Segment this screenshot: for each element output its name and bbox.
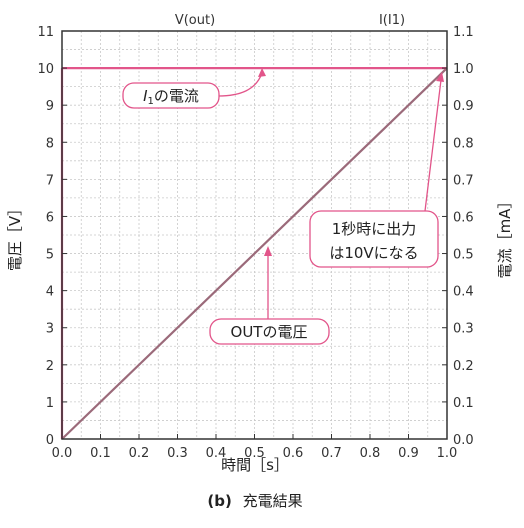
y-right-tick-label: 0.4: [453, 285, 474, 300]
x-tick-label: 0.7: [321, 446, 342, 461]
annotation-current: I1の電流: [122, 68, 266, 109]
y-left-tick-label: 1: [46, 396, 54, 411]
y-left-tick-label: 4: [46, 285, 54, 300]
voltage-series-line: [61, 67, 448, 440]
y-right-tick-label: 0.8: [453, 136, 474, 151]
annotation-output-box: [209, 318, 330, 345]
y-left-tick-label: 5: [46, 248, 54, 263]
top-label-left: V(out): [175, 13, 215, 28]
x-tick-label: 0.4: [206, 446, 227, 461]
y-axis-label-left: 電圧［V］: [6, 201, 24, 271]
y-left-tick-label: 8: [46, 136, 54, 151]
x-tick-label: 0.8: [360, 446, 381, 461]
y-right-tick-label: 0.2: [453, 359, 474, 374]
y-right-tick-label: 0.0: [453, 433, 474, 448]
y-right-tick-label: 0.3: [453, 322, 474, 337]
y-left-tick-label: 9: [46, 99, 54, 114]
annotation-note-box: [309, 210, 439, 268]
annotation-note-arrowhead: [436, 72, 444, 82]
y-left-tick-label: 7: [46, 173, 54, 188]
annotation-current-box: [122, 82, 220, 109]
annotation-current-arrow: [217, 72, 263, 97]
x-tick-label: 1.0: [437, 446, 458, 461]
x-tick-label: 0.9: [398, 446, 419, 461]
y-left-tick-label: 11: [37, 25, 54, 40]
y-left-tick-label: 3: [46, 322, 54, 337]
x-tick-label: 0.1: [90, 446, 111, 461]
y-right-tick-label: 0.5: [453, 248, 474, 263]
caption-text: 充電結果: [243, 492, 303, 510]
annotation-note-line-2: は10Vになる: [329, 244, 418, 262]
annotation-current-subscript: 1: [148, 96, 154, 107]
y-right-tick-label: 0.6: [453, 210, 474, 225]
y-right-tick-label: 0.7: [453, 173, 474, 188]
x-tick-label: 0.2: [129, 446, 150, 461]
x-tick-label: 0.6: [283, 446, 304, 461]
annotation-output-label: OUTの電圧: [231, 323, 308, 341]
annotation-note-line-1: 1秒時に出力: [332, 220, 417, 238]
annotation-current-arrowhead: [258, 68, 266, 77]
top-label-right: I(I1): [379, 13, 405, 28]
x-tick-label: 0.0: [52, 446, 73, 461]
x-axis-label: 時間［s］: [221, 456, 289, 474]
annotation-output-voltage: OUTの電圧: [209, 246, 330, 345]
annotation-note: 1秒時に出力 は10Vになる: [309, 72, 444, 268]
y-left-tick-label: 0: [46, 433, 54, 448]
y-right-tick-label: 1.0: [453, 62, 474, 77]
annotation-current-label: I1の電流: [143, 87, 199, 107]
y-right-tick-label: 0.9: [453, 99, 474, 114]
annotation-current-symbol: I: [143, 87, 148, 105]
y-right-tick-label: 0.1: [453, 396, 474, 411]
y-right-tick-label: 1.1: [453, 25, 474, 40]
x-tick-label: 0.5: [244, 446, 265, 461]
annotation-note-arrow: [424, 79, 442, 212]
caption-prefix: (b): [207, 492, 231, 510]
annotation-output-arrowhead: [264, 246, 272, 256]
x-tick-label: 0.3: [167, 446, 188, 461]
ticks: 0.0 0.1 0.2 0.3 0.4 0.5 0.6 0.7 0.8 0.9 1.0 0 1 2 3 4 5 6…: [37, 25, 473, 461]
y-axis-label-right: 電流［mA］: [496, 194, 514, 279]
y-left-tick-label: 6: [46, 210, 54, 225]
annotation-current-text: の電流: [154, 87, 199, 105]
y-left-tick-label: 10: [37, 62, 54, 77]
y-left-tick-label: 2: [46, 359, 54, 374]
caption: (b) 充電結果: [207, 492, 302, 510]
